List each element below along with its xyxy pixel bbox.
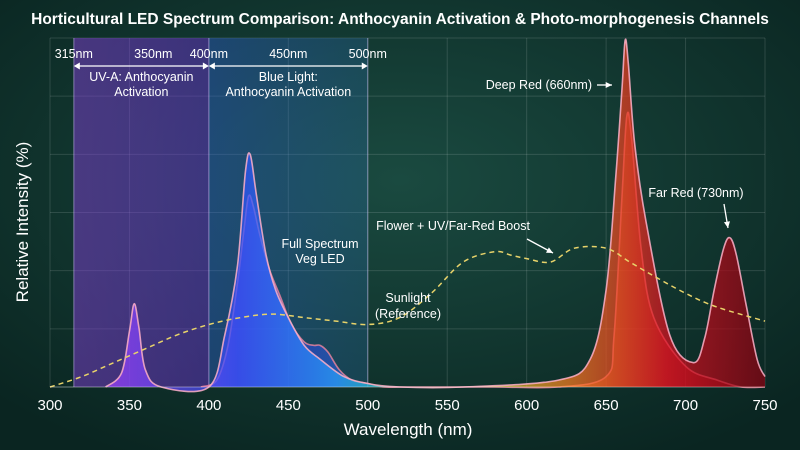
band-top-tick-label: 400nm xyxy=(190,47,228,61)
arrow-head-icon xyxy=(208,62,215,70)
blue-band-label: Blue Light: xyxy=(259,70,318,84)
band-top-tick-label: 450nm xyxy=(269,47,307,61)
x-axis-label: Wavelength (nm) xyxy=(344,420,473,439)
uv-a-band-label: UV-A: Anthocyanin xyxy=(89,70,193,84)
arrow-head-icon xyxy=(202,62,209,70)
series-line-sunlight xyxy=(49,245,766,388)
highlight-bands: 315nm 350nm 400nm 450nm 500nm UV-A: Anthocyan… xyxy=(55,38,387,387)
annotation-flower-boost: Flower + UV/Far-Red Boost xyxy=(376,219,530,233)
annotations: Deep Red (660nm) Far Red (730nm) Flower + … xyxy=(281,78,743,321)
uv-a-band xyxy=(73,38,209,387)
series-area-flower-boost xyxy=(105,39,766,392)
arrow-head-icon xyxy=(361,62,368,70)
arrow-head-icon xyxy=(546,247,553,253)
x-tick-label: 750 xyxy=(752,397,777,414)
x-tick-label: 400 xyxy=(196,397,221,414)
x-tick-label: 500 xyxy=(355,397,380,414)
x-tick-label: 550 xyxy=(435,397,460,414)
annotation-deep-red: Deep Red (660nm) xyxy=(486,78,592,92)
chart-title: Horticultural LED Spectrum Comparison: A… xyxy=(31,11,769,28)
arrow-head-icon xyxy=(73,62,80,70)
x-tick-label: 650 xyxy=(594,397,619,414)
arrow-head-icon xyxy=(723,221,730,228)
blue-band-label: Anthocyanin Activation xyxy=(225,85,351,99)
y-axis-label: Relative Intensity (%) xyxy=(13,142,32,303)
annotation-sunlight-line1: Sunlight xyxy=(385,291,431,305)
annotation-sunlight-line2: (Reference) xyxy=(375,307,441,321)
annotation-far-red: Far Red (730nm) xyxy=(648,186,743,200)
x-tick-label: 600 xyxy=(514,397,539,414)
annotation-full-spectrum-line2: Veg LED xyxy=(295,252,344,266)
annotation-full-spectrum-line1: Full Spectrum xyxy=(281,237,358,251)
series-line-flower-boost xyxy=(105,38,766,393)
arrow-head-icon xyxy=(605,81,612,89)
uv-a-band-label: Activation xyxy=(114,85,168,99)
axes: 300 350 400 450 500 550 600 650 700 750 xyxy=(37,386,778,414)
band-top-tick-label: 315nm xyxy=(55,47,93,61)
data-series xyxy=(49,38,766,393)
x-tick-label: 300 xyxy=(37,397,62,414)
band-top-tick-label: 350nm xyxy=(134,47,172,61)
x-tick-label: 350 xyxy=(117,397,142,414)
x-tick-label: 700 xyxy=(673,397,698,414)
x-tick-label: 450 xyxy=(276,397,301,414)
band-top-tick-label: 500nm xyxy=(349,47,387,61)
